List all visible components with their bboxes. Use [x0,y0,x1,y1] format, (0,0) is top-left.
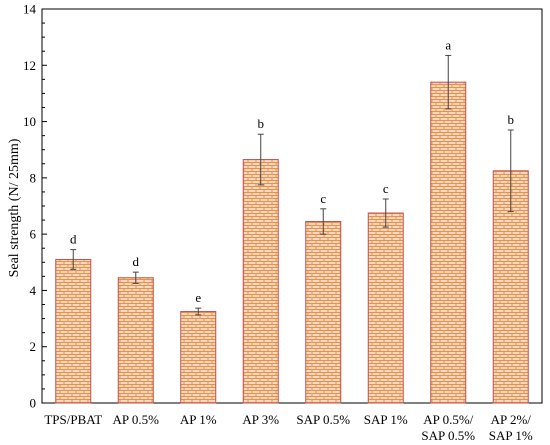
y-tick-label: 10 [23,114,36,129]
y-tick-label: 6 [30,227,37,242]
plot-frame [41,8,543,404]
y-axis-label: Seal strength (N/ 25mm) [7,138,22,277]
bar [180,311,217,404]
x-tick-label: AP 3% [242,412,279,427]
significance-letter: b [258,116,265,131]
x-tick-label: SAP 1% [364,412,408,427]
y-tick-label: 2 [30,339,37,354]
x-tick-label: SAP 0.5% [421,428,475,443]
y-tick-label: 14 [23,2,37,17]
y-tick-label: 8 [30,170,37,185]
bar [305,220,342,404]
significance-letter: d [133,254,140,269]
bar [430,81,467,404]
significance-letter: c [320,191,326,206]
y-tick-label: 0 [30,396,37,411]
x-tick-label: AP 0.5% [113,412,160,427]
significance-letter: d [70,232,77,247]
y-tick-label: 12 [23,58,36,73]
significance-letter: b [508,112,515,127]
x-tick-label: AP 1% [180,412,217,427]
significance-letter: a [445,37,451,52]
x-tick-label: AP 2%/ [491,412,532,427]
bar [367,212,404,404]
x-tick-label: AP 0.5%/ [423,412,473,427]
significance-letter: e [195,290,201,305]
bar [55,258,92,404]
x-tick-label: SAP 0.5% [296,412,350,427]
bar [117,277,154,404]
y-tick-label: 4 [30,283,37,298]
bar [242,159,279,404]
x-tick-label: SAP 1% [489,428,533,443]
plot-area: 0 2 4 6 8 10 12 14 d TPS/PBAT d AP 0.5% e AP 1% b AP 3%… [23,2,543,443]
x-tick-label: TPS/PBAT [44,412,102,427]
significance-letter: c [383,181,389,196]
